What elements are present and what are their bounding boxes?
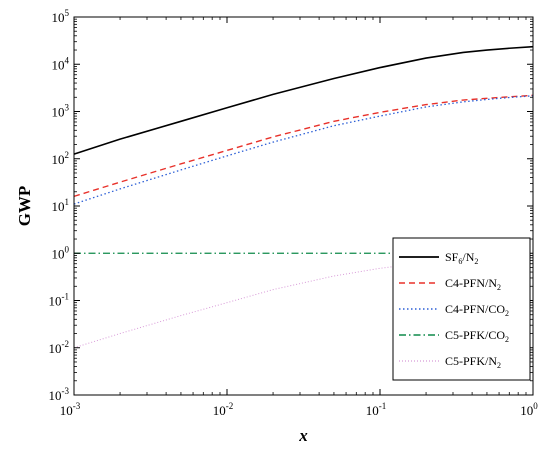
y-tick-label: 100 (52, 244, 70, 261)
y-tick-label: 102 (52, 150, 70, 167)
y-tick-label: 101 (52, 197, 70, 214)
y-tick-label: 10-3 (49, 386, 70, 403)
y-tick-label: 104 (52, 55, 70, 72)
y-tick-label: 105 (52, 8, 70, 25)
series-line-3 (73, 95, 534, 205)
legend: SF6/N2 C4-PFN/N2 C4-PFN/CO2 C5-PFK/CO2 C5-PF… (392, 237, 531, 381)
legend-label: SF6/N2 (445, 250, 478, 266)
ticks-layer (73, 16, 534, 396)
series-line-1 (73, 45, 534, 155)
legend-label: C5-PFK/N2 (445, 354, 501, 370)
y-tick-label: 10-1 (49, 292, 70, 309)
legend-label: C4-PFN/N2 (445, 276, 501, 292)
tick-labels-layer: 10-3 10-2 10-1 100 10-3 10-2 10-1 100 101 102 103 1… (49, 8, 539, 418)
legend-label: C5-PFK/CO2 (445, 328, 509, 344)
x-tick-label: 10-2 (213, 401, 234, 418)
series-line-2 (73, 94, 534, 198)
y-tick-label: 10-2 (49, 339, 70, 356)
legend-label: C4-PFN/CO2 (445, 302, 509, 318)
y-tick-label: 103 (52, 103, 70, 120)
x-axis-label: x (298, 426, 308, 445)
x-tick-label: 10-3 (60, 401, 81, 418)
x-tick-label: 100 (520, 401, 538, 418)
x-tick-label: 10-1 (366, 401, 387, 418)
y-axis-label: GWP (15, 186, 34, 227)
